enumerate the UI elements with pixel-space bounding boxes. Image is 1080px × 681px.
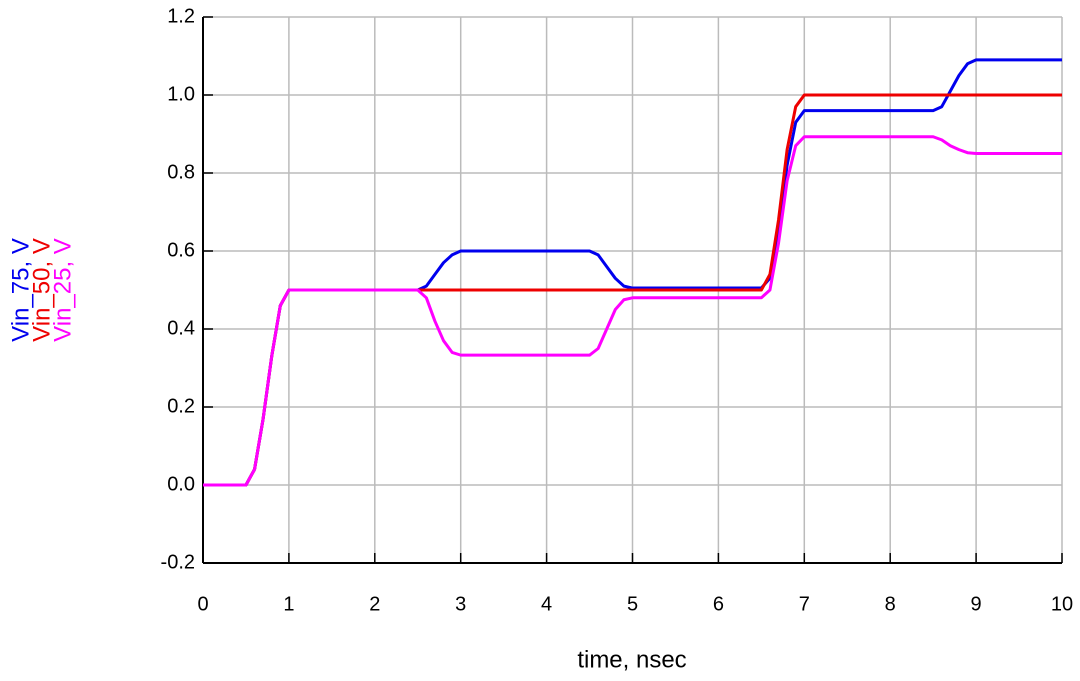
x-tick-label: 8 (885, 593, 896, 615)
x-tick-label: 0 (197, 593, 208, 615)
y-tick-label: 0.6 (167, 239, 195, 261)
x-tick-label: 7 (799, 593, 810, 615)
legend-label: Vin_25, V (49, 238, 76, 342)
legend-label: Vin_50, V (28, 238, 55, 342)
series-line (203, 135, 1062, 487)
x-tick-label: 4 (541, 593, 552, 615)
y-tick-label: 0.4 (167, 317, 195, 339)
x-tick-label: 5 (627, 593, 638, 615)
y-tick-label: -0.2 (161, 551, 195, 573)
y-tick-label: 1.2 (167, 5, 195, 27)
x-tick-label: 10 (1051, 593, 1073, 615)
y-tick-label: 0.8 (167, 161, 195, 183)
x-tick-label: 1 (283, 593, 294, 615)
x-axis-label: time, nsec (577, 646, 686, 673)
x-tick-label: 3 (455, 593, 466, 615)
y-tick-label: 0.0 (167, 473, 195, 495)
y-tick-label: 1.0 (167, 83, 195, 105)
y-tick-label: 0.2 (167, 395, 195, 417)
legend-label: Vin_75, V (7, 238, 34, 342)
x-tick-label: 2 (369, 593, 380, 615)
x-tick-label: 6 (713, 593, 724, 615)
x-tick-label: 9 (971, 593, 982, 615)
